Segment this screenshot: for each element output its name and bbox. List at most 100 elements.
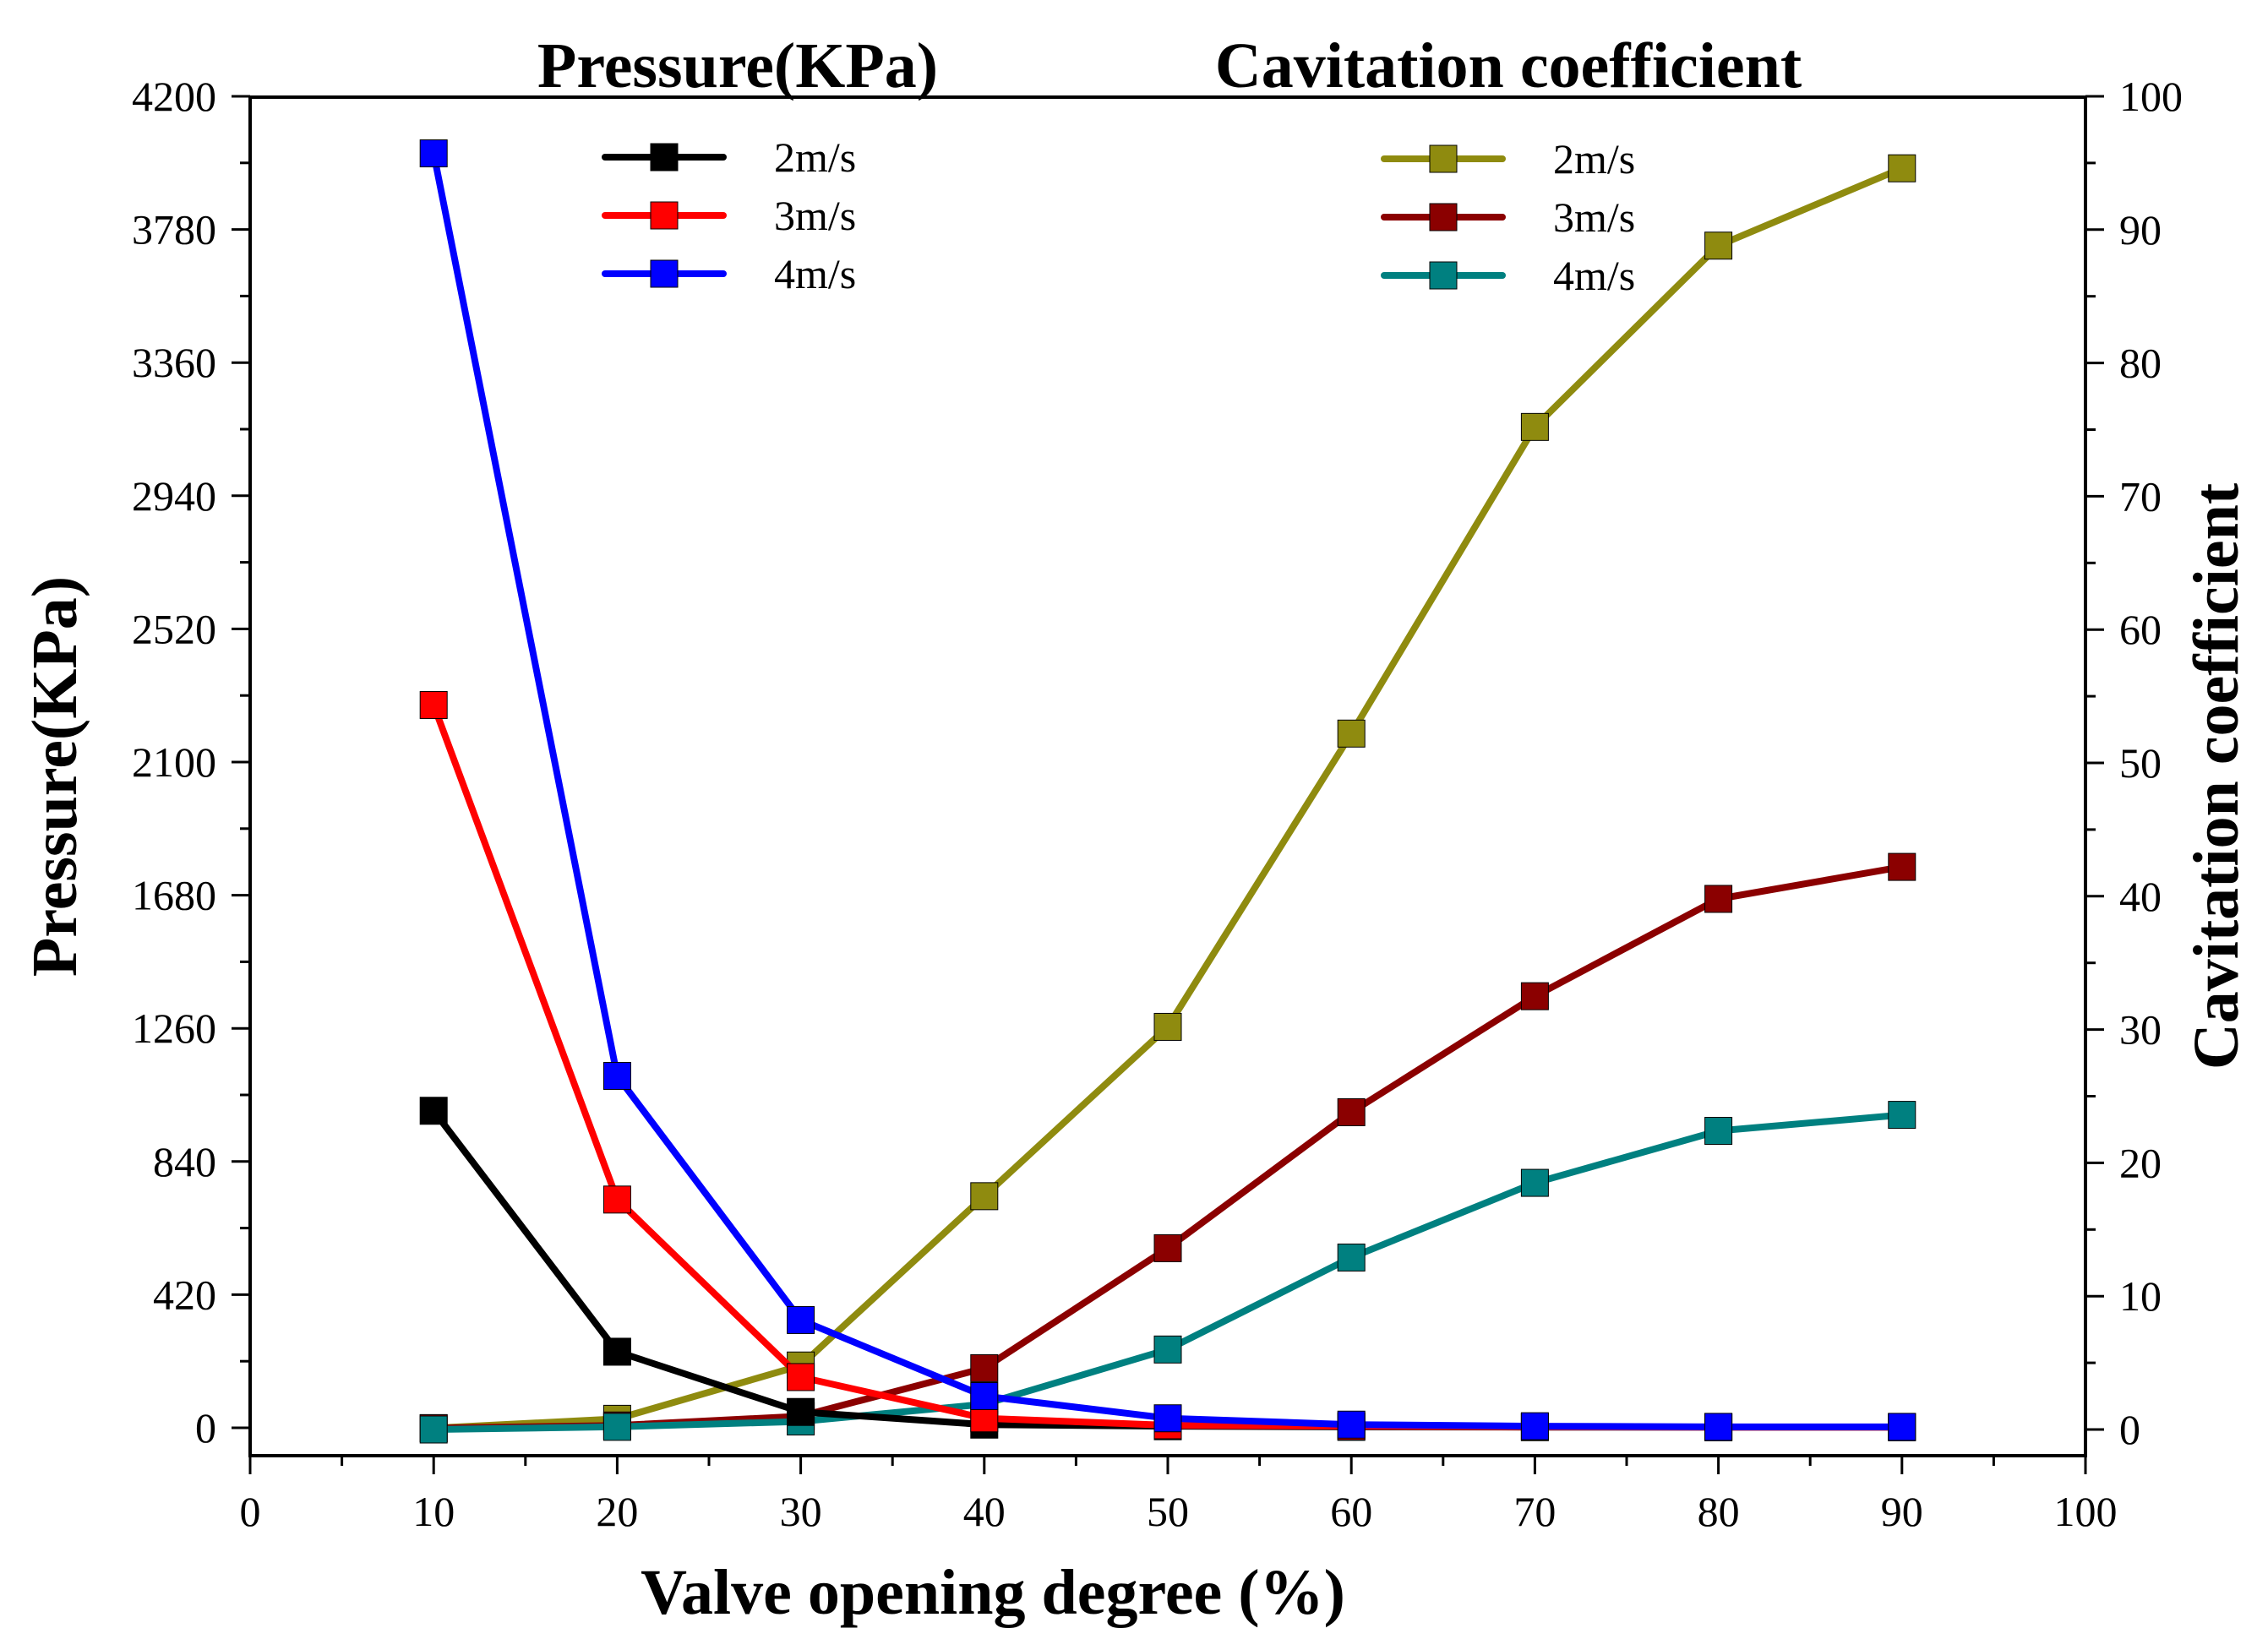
cavitation-series-4ms (419, 1101, 1916, 1444)
right-tick-label: 100 (2119, 73, 2183, 120)
cavitation-legend-label: 4m/s (1553, 252, 1635, 299)
pressure-series-2ms (419, 1097, 1916, 1441)
x-tick-label: 30 (780, 1488, 822, 1535)
cavitation-legend-marker (1429, 144, 1458, 173)
x-tick-label: 40 (963, 1488, 1006, 1535)
left-tick-label: 4200 (132, 73, 216, 120)
cavitation-data-point (1888, 154, 1916, 182)
pressure-data-point (1888, 1413, 1916, 1441)
x-tick-label: 10 (412, 1488, 455, 1535)
left-tick-label: 2940 (132, 472, 216, 520)
series-layer (419, 139, 1916, 1444)
cavitation-legend-item: 2m/s (1381, 135, 1635, 182)
left-tick-label: 3360 (132, 339, 216, 386)
pressure-data-point (1520, 1412, 1549, 1440)
right-axis-title: Cavitation coefficient (2181, 483, 2252, 1070)
x-tick-label: 80 (1698, 1488, 1740, 1535)
x-axis-title: Valve opening degree (%) (641, 1557, 1345, 1628)
right-tick-label: 30 (2119, 1006, 2162, 1054)
cavitation-data-point (1520, 412, 1549, 441)
cavitation-legend-label: 3m/s (1553, 193, 1635, 241)
pressure-data-point (1704, 1413, 1733, 1441)
cavitation-data-point (419, 1415, 448, 1444)
cavitation-data-point (970, 1182, 999, 1211)
pressure-data-point (787, 1305, 815, 1334)
cavitation-data-point (1704, 1117, 1733, 1146)
left-tick-label: 2520 (132, 605, 216, 652)
x-tick-label: 0 (240, 1488, 261, 1535)
left-tick-label: 2100 (132, 738, 216, 786)
right-tick-label: 10 (2119, 1272, 2162, 1320)
right-axis: 0 10 20 30 40 50 60 70 80 90 100 (2085, 73, 2183, 1453)
cavitation-data-point (602, 1413, 631, 1441)
cavitation-data-point (1337, 1243, 1366, 1272)
pressure-data-point (419, 139, 448, 168)
cavitation-data-point (1337, 719, 1366, 748)
cavitation-data-point (1153, 1012, 1182, 1041)
pressure-legend-item: 3m/s (602, 192, 856, 239)
cavitation-data-point (1337, 1097, 1366, 1126)
right-tick-label: 0 (2119, 1406, 2140, 1453)
right-tick-label: 50 (2119, 739, 2162, 787)
cavitation-data-point (1888, 852, 1916, 881)
right-tick-label: 20 (2119, 1139, 2162, 1186)
x-tick-label: 70 (1513, 1488, 1556, 1535)
left-tick-label: 840 (153, 1138, 216, 1185)
cavitation-legend-label: 2m/s (1553, 135, 1635, 182)
x-tick-label: 60 (1330, 1488, 1372, 1535)
left-axis: 0 420 840 1260 1680 2100 2520 2940 3360 3780 4200 (132, 73, 250, 1451)
pressure-data-point (1337, 1410, 1366, 1439)
left-tick-label: 0 (195, 1404, 216, 1451)
right-tick-label: 90 (2119, 206, 2162, 253)
pressure-data-point (602, 1061, 631, 1090)
right-tick-label: 70 (2119, 472, 2162, 520)
cavitation-data-point (1704, 231, 1733, 260)
left-tick-label: 1260 (132, 1005, 216, 1052)
cavitation-data-point (1520, 1168, 1549, 1197)
cavitation-series-line (433, 1111, 1903, 1433)
pressure-series-line (431, 1108, 1902, 1431)
x-tick-label: 90 (1881, 1488, 1923, 1535)
left-tick-label: 420 (153, 1271, 216, 1318)
left-tick-label: 1680 (132, 872, 216, 919)
cavitation-data-point (1704, 885, 1733, 913)
pressure-data-point (970, 1381, 999, 1410)
cavitation-data-point (1153, 1335, 1182, 1364)
pressure-data-point (419, 690, 448, 719)
pressure-legend-label: 4m/s (774, 250, 856, 297)
pressure-data-point (602, 1337, 631, 1366)
cavitation-data-point (1520, 982, 1549, 1010)
pressure-legend-marker (650, 259, 679, 288)
cavitation-data-point (970, 1353, 999, 1382)
right-tick-label: 40 (2119, 873, 2162, 920)
pressure-legend-label: 3m/s (774, 192, 856, 239)
pressure-data-point (419, 1097, 448, 1125)
cavitation-legend-item: 3m/s (1381, 193, 1635, 241)
cavitation-data-point (1888, 1101, 1916, 1130)
x-tick-label: 50 (1147, 1488, 1189, 1535)
right-legend-title: Cavitation coefficient (1215, 30, 1802, 101)
pressure-legend-label: 2m/s (774, 133, 856, 181)
pressure-series-line (430, 704, 1902, 1431)
pressure-legend-marker (650, 143, 679, 172)
cavitation-data-point (1153, 1233, 1182, 1262)
right-tick-label: 80 (2119, 340, 2162, 387)
pressure-data-point (787, 1397, 815, 1426)
x-axis: 0 10 20 30 40 50 60 70 80 90 100 (240, 1456, 2118, 1535)
right-tick-label: 60 (2119, 606, 2162, 653)
pressure-data-point (602, 1185, 631, 1214)
x-tick-label: 100 (2054, 1488, 2118, 1535)
pressure-legend-marker (650, 201, 679, 230)
pressure-series-4ms (419, 139, 1916, 1441)
cavitation-legend-marker (1429, 261, 1458, 290)
pressure-data-point (787, 1363, 815, 1391)
legends: 2m/s 3m/s 4m/s 2m/s 3m/s 4m/s (602, 133, 1635, 299)
cavitation-legend-marker (1429, 203, 1458, 231)
pressure-legend-item: 4m/s (602, 250, 856, 297)
pressure-data-point (1153, 1404, 1182, 1433)
pressure-series-3ms (419, 690, 1916, 1441)
pressure-legend-item: 2m/s (602, 133, 856, 181)
left-axis-title: Pressure(KPa) (19, 576, 90, 977)
left-tick-label: 3780 (132, 206, 216, 253)
